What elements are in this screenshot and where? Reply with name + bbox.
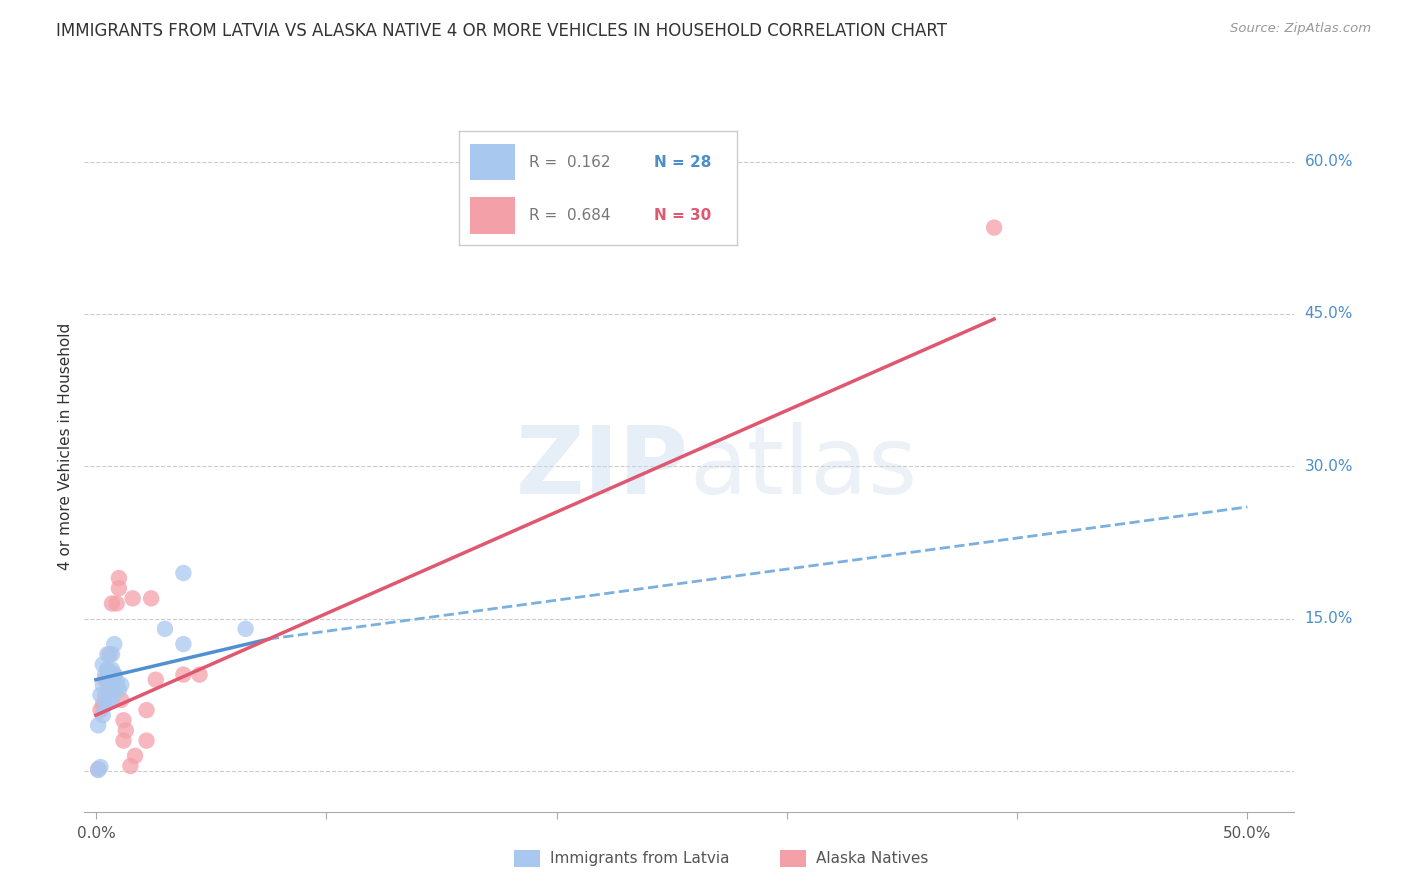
Point: [153, 622, 176, 636]
Point: [110, 693, 132, 707]
Text: 60.0%: 60.0%: [1305, 154, 1353, 169]
Text: Alaska Natives: Alaska Natives: [815, 851, 928, 866]
Point: [101, 693, 124, 707]
Point: [101, 663, 124, 677]
Point: [87, 762, 110, 776]
Point: [91, 678, 114, 692]
Point: [103, 667, 125, 681]
Point: [96, 693, 118, 707]
Point: [98, 682, 121, 697]
Point: [103, 637, 125, 651]
Point: [124, 748, 146, 763]
Point: [101, 597, 124, 611]
Y-axis label: 4 or more Vehicles in Household: 4 or more Vehicles in Household: [58, 322, 73, 570]
Point: [96, 673, 118, 687]
Point: [120, 759, 142, 773]
Point: [98, 667, 121, 681]
Point: [103, 667, 125, 681]
Point: [108, 682, 131, 697]
Point: [145, 673, 167, 687]
Point: [172, 667, 194, 681]
Point: [94, 688, 117, 702]
Point: [87, 763, 110, 777]
Point: [98, 647, 121, 661]
Text: Source: ZipAtlas.com: Source: ZipAtlas.com: [1230, 22, 1371, 36]
Point: [94, 698, 117, 712]
Point: [172, 566, 194, 580]
Point: [94, 673, 117, 687]
Point: [108, 581, 131, 595]
Point: [89, 760, 111, 774]
Point: [114, 723, 136, 738]
Point: [96, 663, 118, 677]
Point: [135, 703, 157, 717]
Point: [188, 667, 211, 681]
Point: [101, 673, 124, 687]
Text: 45.0%: 45.0%: [1305, 307, 1353, 321]
Text: ZIP: ZIP: [516, 422, 689, 514]
Point: [105, 597, 128, 611]
Point: [983, 220, 1005, 235]
Point: [105, 678, 128, 692]
Point: [89, 688, 111, 702]
Point: [112, 714, 135, 728]
Point: [98, 667, 121, 681]
Text: 15.0%: 15.0%: [1305, 611, 1353, 626]
Point: [91, 698, 114, 712]
Point: [98, 673, 121, 687]
Point: [96, 663, 118, 677]
Text: 30.0%: 30.0%: [1305, 458, 1353, 474]
Point: [105, 674, 128, 689]
FancyBboxPatch shape: [513, 850, 540, 867]
Point: [91, 657, 114, 672]
Point: [91, 708, 114, 723]
Point: [235, 622, 257, 636]
Text: atlas: atlas: [689, 422, 917, 514]
Point: [96, 647, 118, 661]
Point: [172, 637, 194, 651]
Point: [141, 591, 163, 606]
Point: [94, 667, 117, 681]
Point: [89, 703, 111, 717]
Point: [87, 718, 110, 732]
Point: [135, 733, 157, 747]
Point: [121, 591, 143, 606]
Text: Immigrants from Latvia: Immigrants from Latvia: [550, 851, 730, 866]
Text: IMMIGRANTS FROM LATVIA VS ALASKA NATIVE 4 OR MORE VEHICLES IN HOUSEHOLD CORRELAT: IMMIGRANTS FROM LATVIA VS ALASKA NATIVE …: [56, 22, 948, 40]
Point: [110, 678, 132, 692]
Point: [112, 733, 135, 747]
FancyBboxPatch shape: [779, 850, 806, 867]
Point: [101, 647, 124, 661]
Point: [108, 571, 131, 585]
Point: [103, 682, 125, 697]
